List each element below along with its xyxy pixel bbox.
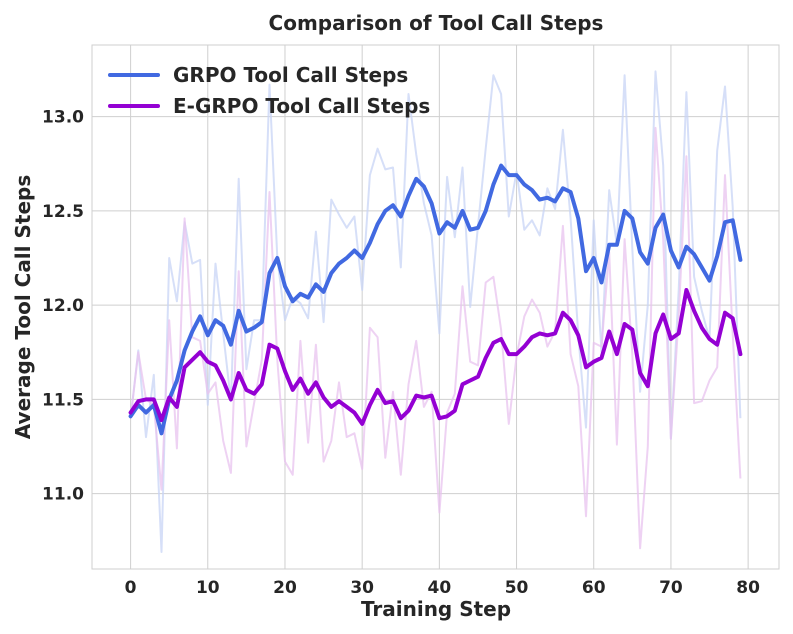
x-tick-label: 80 <box>736 578 760 598</box>
x-axis-title: Training Step <box>361 597 511 621</box>
x-axis-ticks: 0 10 20 30 40 50 60 70 80 <box>125 578 760 598</box>
x-tick-label: 60 <box>582 578 606 598</box>
x-tick-label: 30 <box>350 578 374 598</box>
chart-title: Comparison of Tool Call Steps <box>269 11 604 35</box>
x-tick-label: 0 <box>125 578 137 598</box>
y-tick-label: 13.0 <box>42 108 84 128</box>
legend-label-grpo: GRPO Tool Call Steps <box>173 63 408 87</box>
y-tick-label: 12.0 <box>42 296 84 316</box>
raw-line-egrpo <box>129 126 742 550</box>
y-axis-ticks: 11.0 11.5 12.0 12.5 13.0 <box>42 108 84 505</box>
x-tick-label: 10 <box>196 578 220 598</box>
x-tick-label: 70 <box>659 578 683 598</box>
legend-label-egrpo: E-GRPO Tool Call Steps <box>173 94 430 118</box>
smoothed-line-egrpo <box>128 288 743 426</box>
y-axis-title: Average Tool Call Steps <box>11 175 35 439</box>
x-tick-label: 50 <box>505 578 529 598</box>
smoothed-series-layer <box>128 163 743 436</box>
x-tick-label: 40 <box>428 578 452 598</box>
legend: GRPO Tool Call Steps E-GRPO Tool Call St… <box>108 63 430 118</box>
plot-frame <box>91 44 780 570</box>
y-tick-label: 11.5 <box>42 390 84 410</box>
grid <box>92 45 779 569</box>
y-tick-label: 12.5 <box>42 202 84 222</box>
smoothed-line-grpo <box>128 163 743 436</box>
y-tick-label: 11.0 <box>42 485 84 505</box>
x-tick-label: 20 <box>273 578 297 598</box>
